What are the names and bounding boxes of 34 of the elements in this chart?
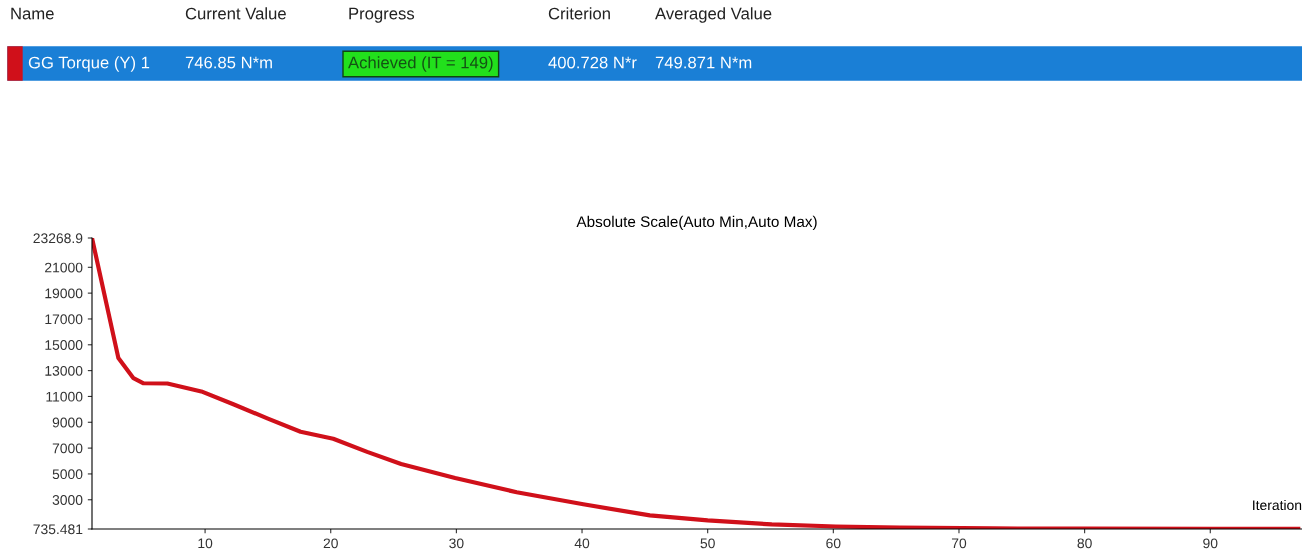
text: Progress	[349, 7, 415, 23]
text: 400.728 N*r	[548, 56, 637, 69]
x-tick-label: 90	[1203, 538, 1218, 549]
y-tick-label: 7000	[52, 443, 83, 454]
y-tick-label: 3000	[52, 495, 83, 505]
text: Current Value	[185, 7, 286, 20]
x-tick-label: 40	[574, 538, 590, 549]
y-tick-label: 19000	[45, 288, 83, 299]
text: Achieved (IT = 149)	[348, 56, 493, 72]
x-tick-label: 70	[951, 538, 967, 549]
text: Criterion	[548, 7, 610, 20]
text: 746.85 N*m	[185, 56, 272, 69]
x-tick-label: 60	[826, 538, 841, 549]
y-tick-label: 11000	[46, 391, 83, 402]
chart-title: Absolute Scale(Auto Min,Auto Max)	[576, 215, 817, 231]
y-tick-label: 13000	[45, 365, 83, 376]
text: 749.871 N*m	[655, 56, 752, 69]
y-tick-label: 9000	[52, 417, 83, 428]
y-tick-label: 23268.9	[33, 233, 83, 244]
text: Averaged Value	[655, 7, 772, 23]
y-tick-label: 21000	[45, 262, 83, 273]
y-tick-label: 15000	[45, 340, 83, 350]
x-tick-label: 80	[1077, 538, 1092, 549]
x-tick-label: 10	[198, 538, 213, 549]
y-tick-label: 735.481	[33, 524, 83, 535]
y-tick-label: 5000	[52, 469, 83, 480]
x-tick-label: 30	[449, 538, 464, 549]
y-tick-label: 17000	[45, 314, 83, 325]
text: GG Torque (Y) 1	[28, 56, 150, 72]
x-axis-title: Iteration	[1253, 499, 1302, 511]
x-tick-label: 20	[323, 538, 338, 549]
text: Name	[11, 7, 54, 20]
x-tick-label: 50	[700, 538, 715, 549]
line-series	[92, 238, 1301, 529]
